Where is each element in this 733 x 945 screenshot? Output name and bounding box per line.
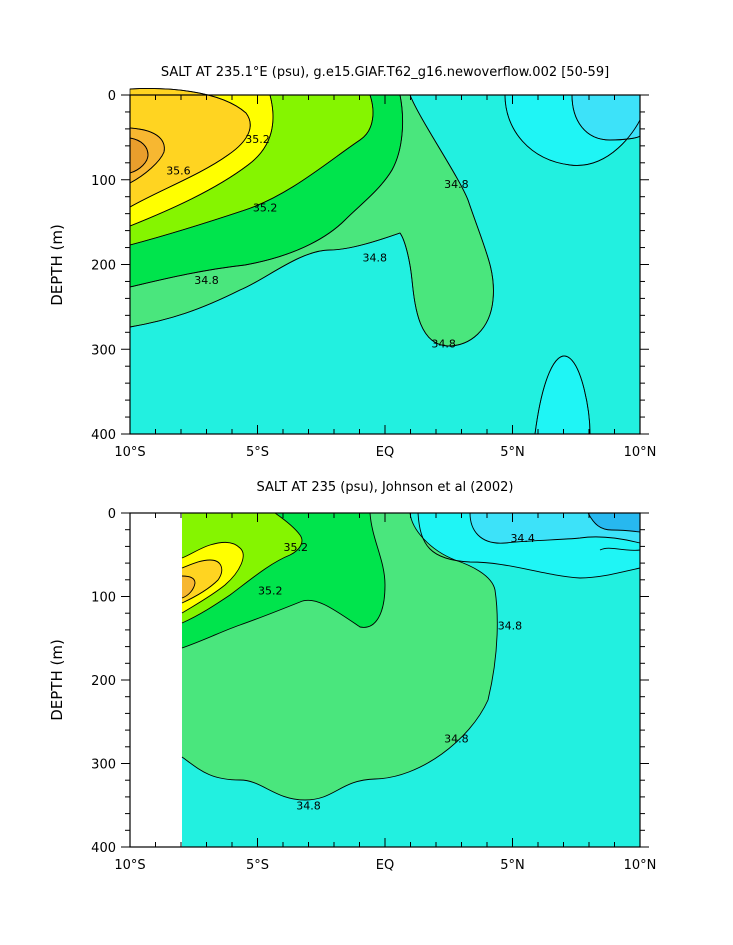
contour-label: 34.8 (194, 274, 219, 287)
contour-line (599, 547, 641, 551)
x-tick-label: 5°N (500, 445, 525, 460)
contour-lines (181, 512, 641, 801)
x-tick-label: EQ (376, 445, 394, 460)
contour-line (571, 94, 641, 141)
contour-line (129, 232, 401, 328)
contour-label: 35.2 (253, 202, 278, 215)
contour-labels: 35.6 35.2 35.2 34.8 34.8 34.8 34.8 (166, 133, 469, 350)
contour-line (181, 512, 498, 801)
contour-label: 34.8 (363, 252, 388, 265)
contour-label-text: 35.2 (253, 202, 278, 215)
y-tick-label: 200 (91, 674, 116, 689)
contour-label: 34.8 (498, 620, 523, 633)
x-tick-label: 10°N (624, 445, 657, 460)
chart-title: SALT AT 235 (psu), Johnson et al (2002) (256, 480, 513, 495)
contour-line (129, 94, 374, 246)
y-tick-label: 0 (108, 507, 116, 522)
contour-label: 34.4 (510, 532, 535, 545)
contour-line (181, 541, 244, 614)
y-tick-label: 0 (108, 89, 116, 104)
y-tick-label: 200 (91, 259, 116, 274)
contour-label: 35.6 (166, 164, 191, 177)
fill-358 (182, 560, 222, 603)
contour-line (129, 94, 404, 288)
y-axis-label: DEPTH (m) (48, 224, 66, 306)
contour-label-text: 35.2 (284, 541, 309, 554)
contour-line (129, 88, 251, 208)
contour-label-text: 34.8 (194, 274, 219, 287)
contour-line (129, 94, 274, 227)
contour-line (504, 94, 641, 166)
x-tick-label: 10°N (624, 858, 657, 873)
contour-label: 35.2 (284, 541, 309, 554)
contour-label-text: 34.8 (431, 337, 456, 350)
contour-label: 34.8 (444, 178, 469, 191)
axes: 10°S 5°S EQ 5°N 10°N 0 100 200 300 400 (91, 89, 656, 460)
axes: 10°S 5°S EQ 5°N 10°N 0 100 200 300 400 (91, 507, 656, 873)
contour-label: 35.2 (245, 133, 270, 146)
contour-line (129, 127, 165, 184)
contour-label-text: 34.8 (363, 252, 388, 265)
y-tick-label: 100 (91, 174, 116, 189)
y-tick-label: 300 (91, 758, 116, 773)
contour-label-text: 35.2 (258, 585, 283, 598)
contour-label: 34.8 (444, 732, 469, 745)
contour-lines (129, 88, 641, 435)
contour-line (469, 512, 641, 544)
y-tick-label: 400 (91, 428, 116, 443)
panel-top: 35.6 35.2 35.2 34.8 34.8 34.8 34.8 10°S 5°S EQ 5°… (48, 65, 656, 460)
contour-label: 34.8 (431, 337, 456, 350)
contour-line (129, 137, 149, 174)
y-tick-label: 100 (91, 591, 116, 606)
x-tick-label: 5°N (500, 858, 525, 873)
contour-label-text: 34.8 (444, 178, 469, 191)
contour-label-text: 34.8 (498, 620, 523, 633)
contour-line (417, 512, 641, 579)
fill-360 (182, 576, 195, 598)
x-tick-label: 5°S (246, 445, 269, 460)
fill-layer (182, 513, 640, 847)
contour-label: 34.8 (296, 799, 321, 812)
x-tick-label: 5°S (246, 858, 269, 873)
y-tick-label: 300 (91, 343, 116, 358)
contour-line (181, 559, 223, 604)
contour-line (181, 575, 196, 599)
fill-layer (129, 88, 641, 435)
y-axis-label: DEPTH (m) (48, 639, 66, 721)
contour-label: 35.2 (258, 585, 283, 598)
contour-line (587, 512, 641, 533)
contour-label-text: 34.4 (510, 532, 535, 545)
contour-line (399, 94, 494, 347)
contour-line (181, 512, 303, 624)
chart-title: SALT AT 235.1°E (psu), g.e15.GIAF.T62_g1… (161, 65, 609, 80)
contour-label-text: 34.8 (444, 732, 469, 745)
contour-label-text: 35.6 (166, 164, 191, 177)
contour-label-text: 34.8 (296, 799, 321, 812)
fill-354 (182, 513, 302, 623)
contour-line (534, 355, 591, 435)
x-tick-label: EQ (376, 858, 394, 873)
y-tick-label: 400 (91, 841, 116, 856)
contour-labels: 35.2 35.2 34.4 34.8 34.8 34.8 (258, 532, 535, 812)
contour-line (181, 512, 386, 649)
panel-bottom: 35.235.234.434.834.834.8 10°S 5°S EQ 5°N 10°… (48, 480, 656, 873)
contour-label-text: 35.2 (245, 133, 270, 146)
x-tick-label: 10°S (114, 858, 145, 873)
x-tick-label: 10°S (114, 445, 145, 460)
